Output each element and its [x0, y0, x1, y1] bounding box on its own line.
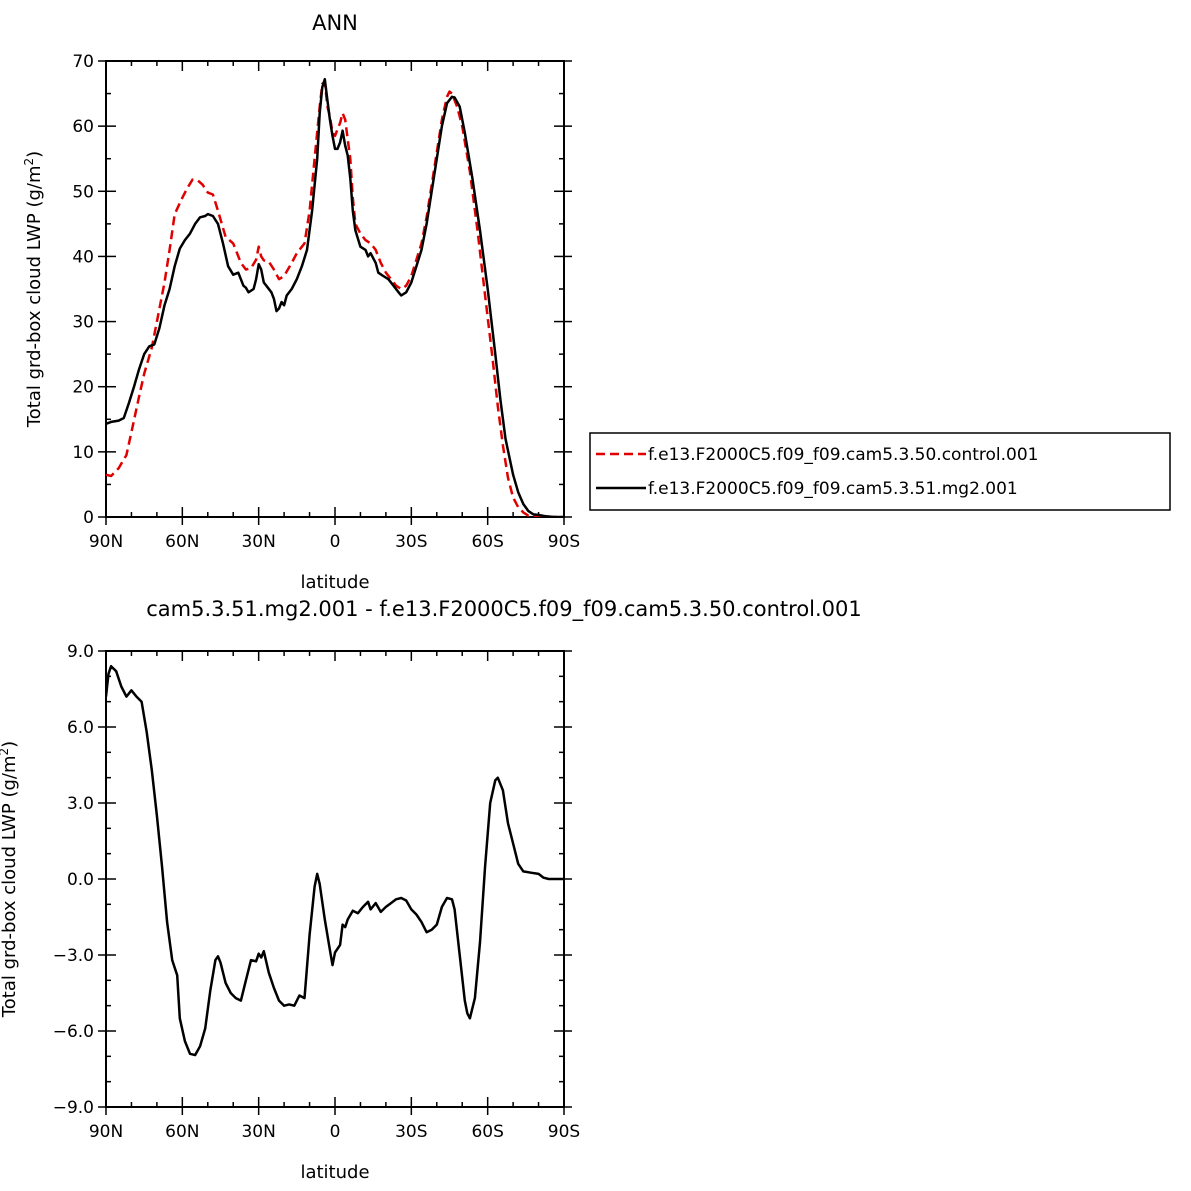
y-tick-label: 9.0: [67, 642, 94, 662]
x-axis: 90N 60N 30N 0 30S 60S 90S: [89, 61, 580, 552]
plot-frame: [105, 60, 565, 518]
y-tick-label: 3.0: [67, 794, 94, 814]
x-axis-label: latitude: [300, 572, 369, 593]
legend-label-mg2: f.e13.F2000C5.f09_f09.cam5.3.51.mg2.001: [648, 479, 1018, 499]
chart-title: cam5.3.51.mg2.001 - f.e13.F2000C5.f09_f0…: [146, 597, 862, 622]
x-tick-label: 0: [330, 1122, 341, 1142]
series-line-1: [106, 77, 564, 517]
y-tick-label: 20: [72, 378, 94, 398]
x-axis: 90N 60N 30N 0 30S 60S 90S: [89, 651, 580, 1142]
x-tick-label: 60N: [165, 532, 199, 552]
legend: f.e13.F2000C5.f09_f09.cam5.3.50.control.…: [589, 432, 1171, 511]
plot-frame: [105, 650, 565, 1108]
y-tick-label: 10: [72, 443, 94, 463]
x-tick-label: 90S: [548, 532, 580, 552]
chart-title: ANN: [312, 11, 358, 35]
y-axis-label: Total grd-box cloud LWP (g/m2): [0, 741, 20, 1018]
x-tick-label: 30S: [395, 532, 427, 552]
y-tick-label: 30: [72, 313, 94, 333]
x-tick-label: 90S: [548, 1122, 580, 1142]
x-tick-label: 30S: [395, 1122, 427, 1142]
y-tick-label: 0.0: [67, 870, 94, 890]
x-tick-label: 90N: [89, 532, 123, 552]
y-tick-label: 6.0: [67, 718, 94, 738]
series-line-0: [106, 80, 564, 517]
legend-label-control: f.e13.F2000C5.f09_f09.cam5.3.50.control.…: [648, 445, 1039, 465]
difference-panel: cam5.3.51.mg2.001 - f.e13.F2000C5.f09_f0…: [0, 597, 862, 1183]
y-axis-label: Total grd-box cloud LWP (g/m2): [22, 151, 45, 428]
x-tick-label: 60N: [165, 1122, 199, 1142]
x-tick-label: 60S: [471, 532, 503, 552]
y-tick-label: −9.0: [53, 1098, 94, 1118]
y-axis: 0 10 20 30 40 50 60 70: [72, 52, 572, 528]
x-tick-label: 30N: [241, 532, 275, 552]
x-tick-label: 0: [330, 532, 341, 552]
zonal-mean-panel: ANN 90N 60N 30N 0 30S 60S 90S 010203040506070 …: [22, 11, 580, 593]
y-tick-label: −3.0: [53, 946, 94, 966]
y-tick-label: −6.0: [53, 1022, 94, 1042]
x-axis-label: latitude: [300, 1162, 369, 1183]
series-line-0: [106, 664, 564, 1057]
y-tick-label: 60: [72, 117, 94, 137]
y-axis: −9.0 −6.0 −3.0 0.0 3.0 6.0 9.0: [53, 642, 572, 1118]
y-tick-label: 50: [72, 182, 94, 202]
x-tick-label: 60S: [471, 1122, 503, 1142]
series-lines: [106, 664, 564, 1057]
x-tick-label: 30N: [241, 1122, 275, 1142]
legend-box: [589, 432, 1171, 511]
y-tick-label: 70: [72, 52, 94, 72]
y-tick-label: 40: [72, 247, 94, 267]
series-lines: [106, 77, 564, 517]
y-tick-label: 0: [83, 508, 94, 528]
x-tick-label: 90N: [89, 1122, 123, 1142]
